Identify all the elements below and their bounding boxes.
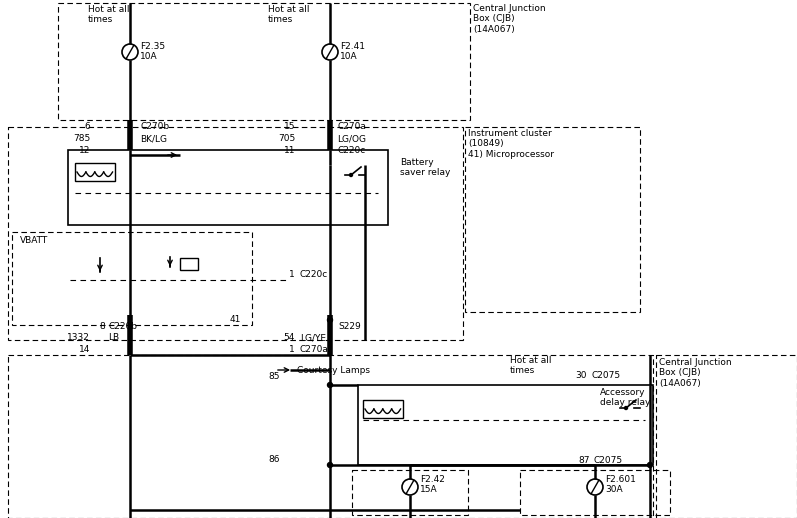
Text: LG/YE: LG/YE: [300, 333, 326, 342]
Text: Hot at all
times: Hot at all times: [268, 5, 309, 24]
Text: C270b: C270b: [140, 122, 169, 131]
Circle shape: [328, 463, 332, 468]
Text: 8: 8: [100, 322, 105, 331]
Circle shape: [625, 407, 627, 410]
Text: 30: 30: [575, 371, 587, 380]
Text: 785: 785: [73, 134, 90, 143]
Bar: [520, 470, 670, 515]
Text: VBATT: VBATT: [20, 236, 49, 245]
Bar: [58, 3, 470, 120]
Text: C270a: C270a: [337, 122, 366, 131]
Text: 54: 54: [284, 333, 295, 342]
Text: BK/LG: BK/LG: [140, 134, 167, 143]
Bar: [358, 385, 653, 465]
Text: C220b: C220b: [108, 322, 137, 331]
Bar: [352, 470, 468, 515]
Text: F2.42
15A: F2.42 15A: [420, 475, 445, 494]
Text: S229: S229: [338, 322, 361, 331]
Text: C270a: C270a: [300, 345, 329, 354]
Text: C2075: C2075: [594, 456, 623, 465]
Text: 15: 15: [284, 122, 295, 131]
Bar: [12, 232, 252, 325]
Text: Central Junction
Box (CJB)
(14A067): Central Junction Box (CJB) (14A067): [473, 4, 546, 34]
Text: 41: 41: [230, 315, 241, 324]
Text: 705: 705: [277, 134, 295, 143]
Text: C220c: C220c: [337, 146, 365, 155]
Text: Accessory
delay relay: Accessory delay relay: [600, 388, 650, 407]
Text: 86: 86: [269, 455, 280, 464]
Text: LG/OG: LG/OG: [337, 134, 366, 143]
Text: Courtesy Lamps: Courtesy Lamps: [297, 366, 370, 375]
Bar: [8, 127, 463, 340]
Bar: [75, 163, 115, 181]
Text: 85: 85: [269, 372, 280, 381]
Circle shape: [328, 318, 332, 323]
Text: F2.41
10A: F2.41 10A: [340, 42, 365, 62]
Bar: [656, 355, 797, 518]
Text: 1: 1: [289, 345, 295, 354]
Text: 1: 1: [289, 270, 295, 279]
Text: Hot at all
times: Hot at all times: [88, 5, 129, 24]
Bar: [180, 258, 198, 270]
Text: C220c: C220c: [300, 270, 328, 279]
Bar: [363, 400, 403, 418]
Circle shape: [328, 382, 332, 387]
Bar: [68, 150, 388, 225]
Text: 12: 12: [79, 146, 90, 155]
Circle shape: [350, 174, 352, 177]
Text: 14: 14: [79, 345, 90, 354]
Text: 11: 11: [284, 146, 295, 155]
Text: 87: 87: [579, 456, 590, 465]
Text: Battery
saver relay: Battery saver relay: [400, 158, 450, 177]
Text: 6: 6: [84, 122, 90, 131]
Text: Central Junction
Box (CJB)
(14A067): Central Junction Box (CJB) (14A067): [659, 358, 732, 388]
Text: C2075: C2075: [592, 371, 621, 380]
Text: LB: LB: [108, 333, 119, 342]
Circle shape: [647, 463, 653, 468]
Text: Instrument cluster
(10849)
41) Microprocessor: Instrument cluster (10849) 41) Microproc…: [468, 129, 554, 159]
Text: F2.601
30A: F2.601 30A: [605, 475, 636, 494]
Bar: [465, 127, 640, 312]
Bar: [8, 355, 653, 518]
Text: Hot at all
times: Hot at all times: [510, 356, 552, 376]
Text: F2.35
10A: F2.35 10A: [140, 42, 165, 62]
Text: 1332: 1332: [67, 333, 90, 342]
